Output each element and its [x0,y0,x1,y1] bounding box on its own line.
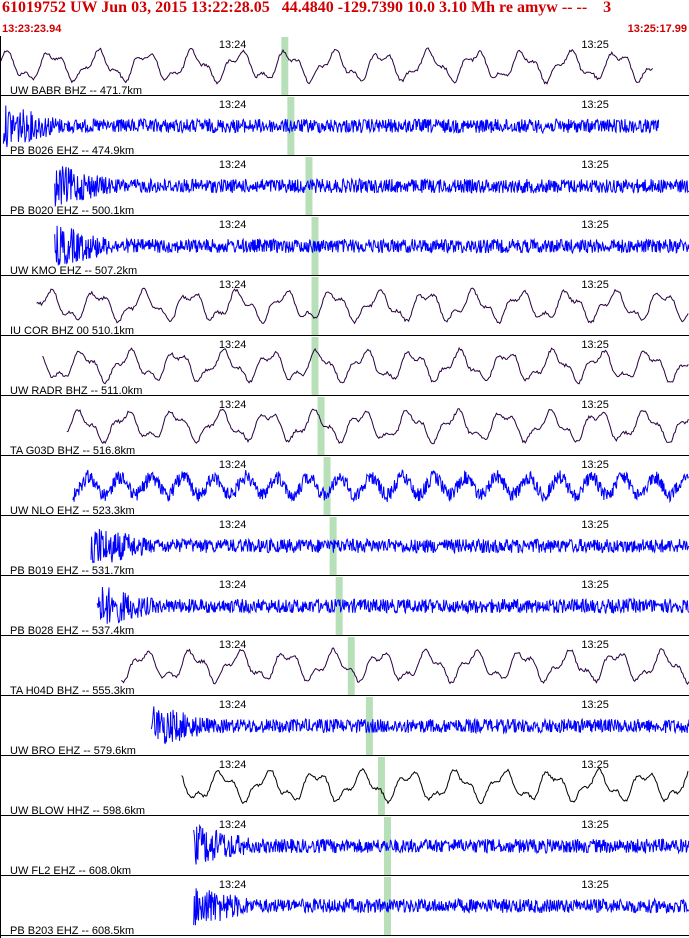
phase-marker [311,337,319,396]
trace-panel: 13:24 13:25 IU COR BHZ 00 510.1km [0,277,689,337]
station-label: IU COR BHZ 00 510.1km [10,325,134,337]
time-tick-label: 13:24 [219,819,247,831]
time-tick-label: 13:25 [581,459,609,471]
waveform [181,767,689,805]
end-time: 13:25:17.99 [627,23,687,35]
time-tick-label: 13:24 [219,279,247,291]
time-tick-label: 13:25 [581,759,609,771]
waveform [2,105,660,148]
trace-panel: 13:24 13:25 UW BLOW HHZ -- 598.6km [0,757,689,817]
time-tick-label: 13:24 [219,99,247,111]
trace-panel: 13:24 13:25 UW NLO EHZ -- 523.3km [0,457,689,517]
time-tick-label: 13:25 [581,639,609,651]
time-tick-label: 13:25 [581,879,609,891]
time-tick-label: 13:24 [219,399,247,411]
station-label: PB B028 EHZ -- 537.4km [10,625,134,637]
time-tick-label: 13:24 [219,39,247,51]
station-label: UW KMO EHZ -- 507.2km [10,265,137,277]
station-label: PB B026 EHZ -- 474.9km [10,145,134,157]
trace-panel: 13:24 13:25 UW KMO EHZ -- 507.2km [0,217,689,277]
time-tick-label: 13:25 [581,279,609,291]
waveform [90,528,689,564]
waveform [193,823,689,865]
time-tick-label: 13:24 [219,219,247,231]
waveform [36,287,689,325]
waveform [150,706,689,745]
trace-panel: 13:24 13:25 UW BABR BHZ -- 471.7km [0,37,689,97]
start-time: 13:23:23.94 [2,23,62,35]
station-label: UW FL2 EHZ -- 608.0km [10,865,131,877]
time-tick-label: 13:25 [581,159,609,171]
station-label: TA G03D BHZ -- 516.8km [10,445,135,457]
trace-panel: 13:24 13:25 PB B020 EHZ -- 500.1km [0,157,689,217]
phase-marker [281,37,289,96]
trace-panel: 13:24 13:25 UW RADR BHZ -- 511.0km [0,337,689,397]
time-tick-label: 13:24 [219,579,247,591]
waveform [120,647,689,686]
station-label: PB B203 EHZ -- 608.5km [10,925,134,937]
time-tick-label: 13:24 [219,879,247,891]
station-label: UW NLO EHZ -- 523.3km [10,505,135,517]
phase-marker [365,697,373,756]
trace-panel: 13:24 13:25 PB B026 EHZ -- 474.9km [0,97,689,157]
phase-marker [377,757,385,816]
time-tick-label: 13:24 [219,159,247,171]
time-tick-label: 13:25 [581,399,609,411]
time-tick-label: 13:25 [581,39,609,51]
phase-marker [317,397,325,456]
time-tick-label: 13:24 [219,459,247,471]
time-tick-label: 13:24 [219,339,247,351]
phase-marker [347,637,355,696]
time-tick-label: 13:25 [581,219,609,231]
phase-marker [323,457,331,516]
waveform [66,408,689,445]
trace-panel: 13:24 13:25 TA H04D BHZ -- 555.3km [0,637,689,697]
time-tick-label: 13:25 [581,519,609,531]
time-tick-label: 13:25 [581,699,609,711]
trace-panel: 13:24 13:25 UW FL2 EHZ -- 608.0km [0,817,689,877]
trace-panel: 13:24 13:25 PB B203 EHZ -- 608.5km [0,877,689,937]
time-tick-label: 13:25 [581,579,609,591]
trace-panel: 13:24 13:25 UW BRO EHZ -- 579.6km [0,697,689,757]
header: 61019752 UW Jun 03, 2015 13:22:28.05 44.… [0,0,689,36]
time-tick-label: 13:24 [219,519,247,531]
station-label: PB B020 EHZ -- 500.1km [10,205,134,217]
phase-marker [311,277,319,336]
time-tick-label: 13:25 [581,339,609,351]
time-tick-label: 13:24 [219,699,247,711]
trace-panel: 13:24 13:25 PB B019 EHZ -- 531.7km [0,517,689,577]
station-label: UW BABR BHZ -- 471.7km [10,85,142,97]
event-title: 61019752 UW Jun 03, 2015 13:22:28.05 44.… [2,0,612,16]
waveform [96,586,689,624]
station-label: UW BRO EHZ -- 579.6km [10,745,136,757]
waveform [193,888,689,926]
station-label: TA H04D BHZ -- 555.3km [10,685,135,697]
waveform [54,166,689,207]
station-label: PB B019 EHZ -- 531.7km [10,565,134,577]
time-tick-label: 13:25 [581,819,609,831]
waveform [0,47,653,85]
time-tick-label: 13:24 [219,759,247,771]
waveform [72,469,689,504]
station-label: UW RADR BHZ -- 511.0km [10,385,142,397]
waveform [42,346,689,385]
phase-marker [287,97,295,156]
waveform [54,225,689,266]
phase-marker [335,577,343,636]
trace-panel: 13:24 13:25 TA G03D BHZ -- 516.8km [0,397,689,457]
station-label: UW BLOW HHZ -- 598.6km [10,805,145,817]
time-tick-label: 13:25 [581,99,609,111]
time-tick-label: 13:24 [219,639,247,651]
trace-panel: 13:24 13:25 PB B028 EHZ -- 537.4km [0,577,689,637]
